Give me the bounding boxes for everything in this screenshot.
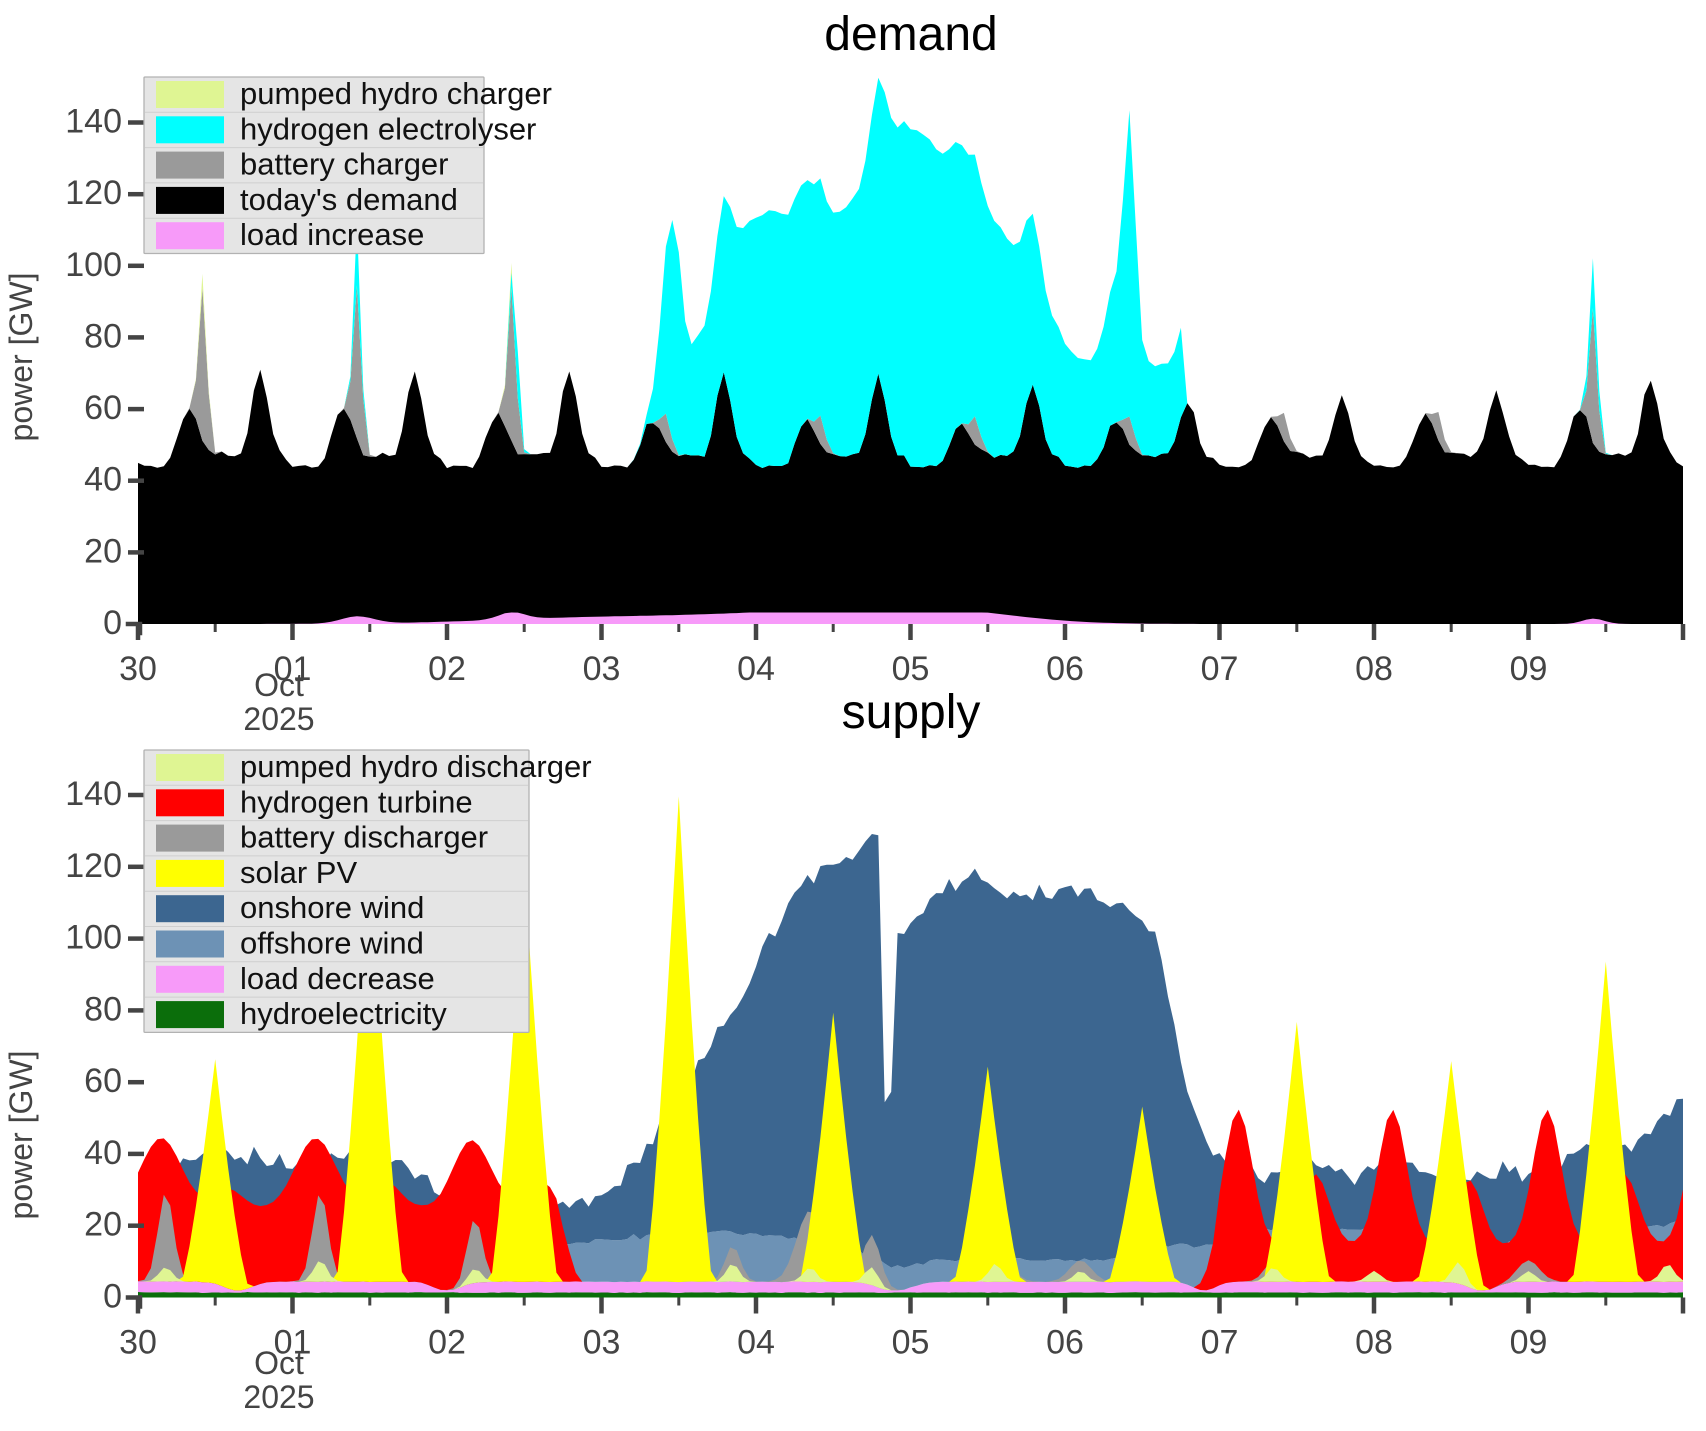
svg-text:battery discharger: battery discharger	[240, 820, 488, 855]
svg-text:120: 120	[65, 847, 122, 885]
svg-text:20: 20	[84, 1206, 122, 1244]
svg-text:demand: demand	[824, 8, 997, 61]
svg-text:Oct: Oct	[254, 667, 304, 703]
svg-text:07: 07	[1201, 650, 1239, 688]
svg-text:80: 80	[84, 990, 122, 1028]
svg-text:60: 60	[84, 389, 122, 427]
svg-text:03: 03	[583, 650, 621, 688]
svg-text:09: 09	[1510, 1324, 1548, 1362]
svg-text:Oct: Oct	[254, 1345, 304, 1381]
svg-text:02: 02	[428, 1324, 466, 1362]
svg-text:40: 40	[84, 461, 122, 499]
svg-text:04: 04	[737, 650, 775, 688]
svg-text:09: 09	[1510, 650, 1548, 688]
svg-text:03: 03	[583, 1324, 621, 1362]
svg-text:hydrogen turbine: hydrogen turbine	[240, 784, 473, 819]
svg-text:05: 05	[892, 650, 930, 688]
svg-text:pumped hydro discharger: pumped hydro discharger	[240, 749, 592, 784]
svg-text:30: 30	[119, 1324, 157, 1362]
svg-text:02: 02	[428, 650, 466, 688]
svg-text:08: 08	[1355, 650, 1393, 688]
svg-text:hydroelectricity: hydroelectricity	[240, 996, 447, 1031]
svg-text:07: 07	[1201, 1324, 1239, 1362]
svg-text:load increase: load increase	[240, 217, 424, 252]
svg-text:08: 08	[1355, 1324, 1393, 1362]
svg-text:load decrease: load decrease	[240, 961, 435, 996]
svg-text:60: 60	[84, 1062, 122, 1100]
svg-text:20: 20	[84, 532, 122, 570]
svg-text:40: 40	[84, 1134, 122, 1172]
svg-text:30: 30	[119, 650, 157, 688]
svg-text:solar PV: solar PV	[240, 855, 357, 890]
svg-text:06: 06	[1046, 1324, 1084, 1362]
svg-text:0: 0	[103, 1278, 122, 1316]
svg-text:battery charger: battery charger	[240, 147, 449, 182]
svg-text:onshore wind: onshore wind	[240, 890, 424, 925]
svg-text:100: 100	[65, 246, 122, 284]
svg-text:offshore wind: offshore wind	[240, 926, 424, 961]
svg-text:100: 100	[65, 919, 122, 957]
svg-text:140: 140	[65, 103, 122, 141]
svg-text:140: 140	[65, 775, 122, 813]
svg-text:06: 06	[1046, 650, 1084, 688]
svg-text:supply: supply	[842, 686, 981, 739]
svg-text:today's demand: today's demand	[240, 182, 458, 217]
svg-text:05: 05	[892, 1324, 930, 1362]
svg-text:120: 120	[65, 174, 122, 212]
svg-text:2025: 2025	[243, 1379, 314, 1415]
svg-text:pumped hydro charger: pumped hydro charger	[240, 76, 552, 111]
svg-text:2025: 2025	[243, 701, 314, 737]
svg-text:hydrogen electrolyser: hydrogen electrolyser	[240, 111, 536, 146]
svg-text:power [GW]: power [GW]	[3, 1051, 39, 1220]
svg-text:04: 04	[737, 1324, 775, 1362]
svg-text:power [GW]: power [GW]	[3, 273, 39, 442]
svg-text:0: 0	[103, 604, 122, 642]
svg-text:80: 80	[84, 317, 122, 355]
